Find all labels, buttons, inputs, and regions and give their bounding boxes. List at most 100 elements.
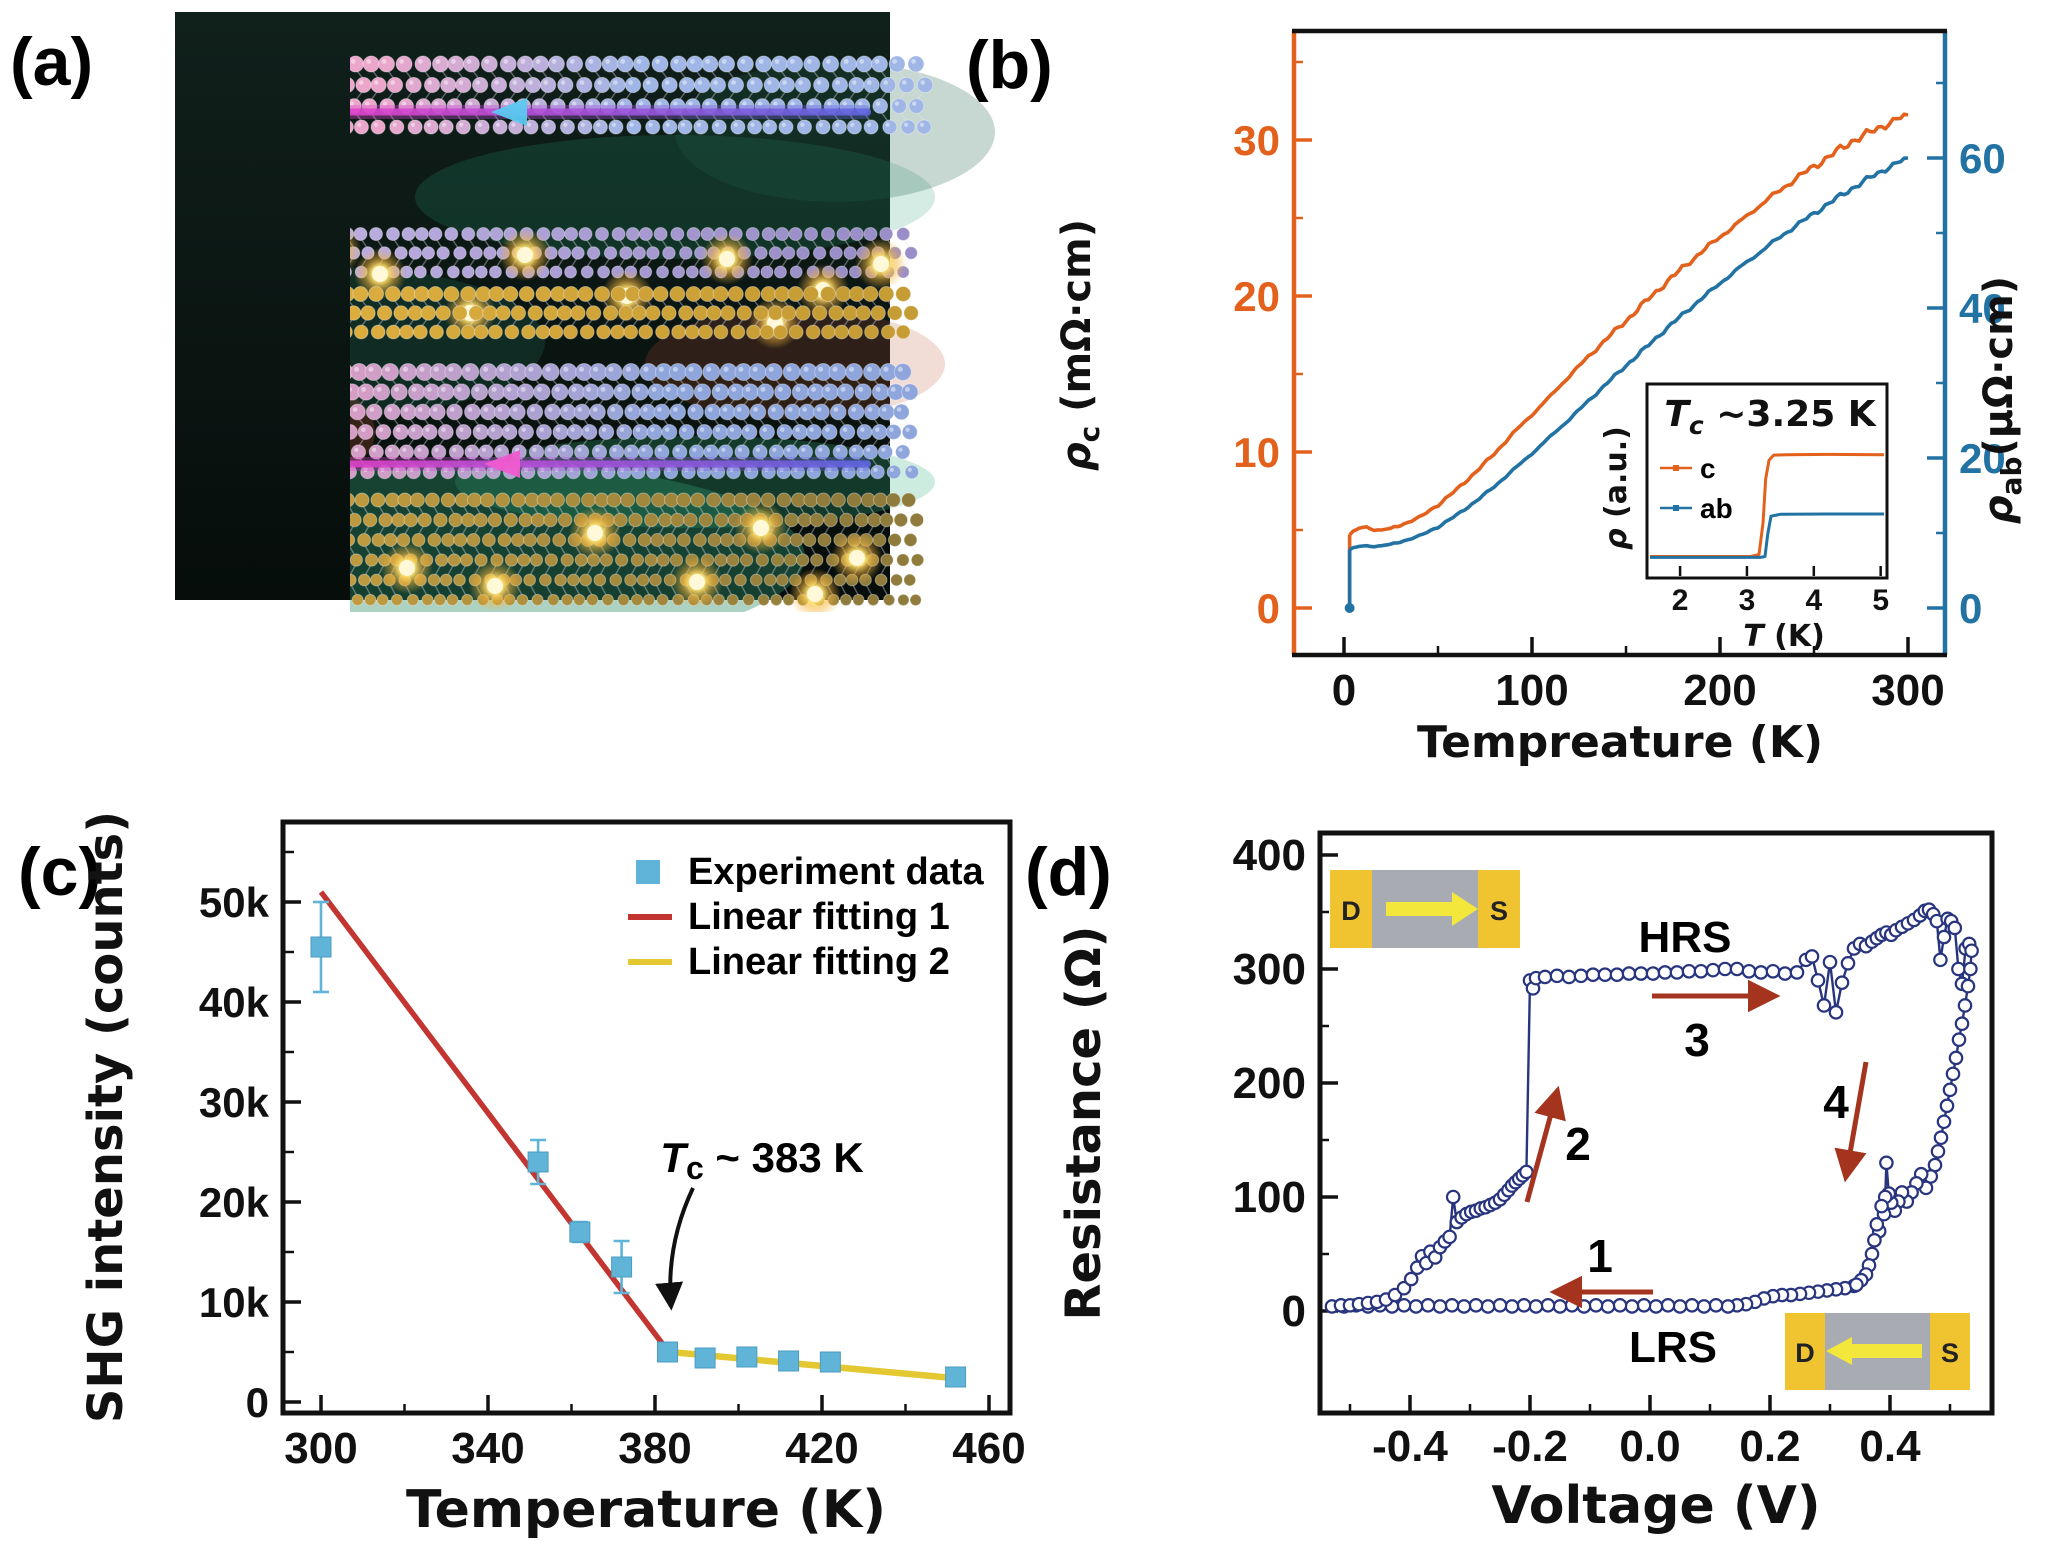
atom-highlight <box>729 427 735 432</box>
atom-sphere <box>593 76 611 94</box>
atom-highlight <box>601 427 607 432</box>
atom-sphere <box>518 512 533 528</box>
atom-sphere <box>446 403 463 421</box>
atom-sphere <box>541 363 560 381</box>
atom-sphere <box>536 492 552 508</box>
atom-highlight <box>673 407 678 412</box>
atom-highlight <box>584 427 590 432</box>
atom-highlight <box>620 101 625 106</box>
atom-sphere <box>531 55 549 73</box>
atom-sphere <box>350 403 366 421</box>
atom-sphere <box>389 119 405 135</box>
atom-highlight <box>521 427 527 432</box>
atom-sphere <box>390 383 408 401</box>
atom-sphere <box>745 227 760 241</box>
atom-highlight <box>467 447 473 452</box>
atom-sphere <box>430 265 444 279</box>
atom-highlight <box>520 386 526 392</box>
atom-sphere <box>403 512 419 528</box>
atom-highlight <box>682 80 687 85</box>
atom-sphere <box>565 492 581 508</box>
atom-sphere <box>642 593 656 607</box>
rho-c-curve <box>1348 112 1909 537</box>
atom-sphere <box>614 553 629 567</box>
hysteresis-data-point <box>1828 1005 1844 1020</box>
atom-sphere <box>350 553 363 567</box>
atom-highlight <box>635 386 641 392</box>
atom-sphere <box>714 553 728 567</box>
atom-highlight <box>768 366 774 372</box>
atom-highlight <box>465 366 471 372</box>
atom-sphere <box>460 286 477 302</box>
atom-highlight <box>765 122 770 127</box>
atom-highlight <box>628 80 633 85</box>
atom-sphere <box>469 246 483 260</box>
atom-sphere <box>357 383 375 401</box>
atom-sphere <box>626 119 642 135</box>
atom-sphere <box>427 533 442 547</box>
atom-highlight <box>512 407 518 412</box>
atom-sphere <box>423 76 441 94</box>
atom-sphere <box>407 383 426 401</box>
atom-sphere <box>775 227 790 241</box>
atom-highlight <box>859 59 865 64</box>
atom-sphere <box>603 246 618 260</box>
atom-sphere <box>357 573 371 587</box>
atom-sphere <box>893 363 912 381</box>
hysteresis-data-point <box>1879 1155 1894 1171</box>
atom-highlight <box>742 101 747 106</box>
atom-sphere <box>385 227 400 241</box>
atom-sphere <box>479 403 497 421</box>
atom-sphere <box>570 305 586 321</box>
atom-highlight <box>432 407 438 412</box>
atom-highlight <box>903 122 909 127</box>
atom-sphere <box>370 119 386 135</box>
atom-highlight <box>664 427 670 432</box>
atom-sphere <box>908 98 925 114</box>
atom-sphere <box>797 444 814 460</box>
atom-sphere <box>734 573 747 587</box>
atom-highlight <box>476 427 481 432</box>
hysteresis-data-point <box>1720 1299 1736 1314</box>
exciton-glow-mid-1-core <box>372 266 388 282</box>
hrs-state-label: HRS <box>1639 913 1732 962</box>
atom-sphere <box>711 383 729 401</box>
atom-highlight <box>441 427 446 432</box>
linear-fit-1-line <box>318 890 674 1358</box>
atom-highlight <box>396 427 401 432</box>
atom-highlight <box>806 59 812 64</box>
atom-sphere <box>692 533 707 547</box>
atom-highlight <box>532 447 537 452</box>
atom-sphere <box>159 56 175 72</box>
atom-highlight <box>619 427 625 432</box>
atom-highlight <box>475 80 481 85</box>
hysteresis-data-point <box>1936 1114 1952 1130</box>
atom-sphere <box>578 227 593 241</box>
hysteresis-data-point <box>1708 1298 1724 1313</box>
atom-sphere <box>427 286 444 302</box>
atom-sphere <box>883 593 896 607</box>
atom-sphere <box>421 246 436 260</box>
c-x-tick-label: 420 <box>785 1424 858 1473</box>
atom-sphere <box>354 492 370 508</box>
hysteresis-data-point <box>1645 966 1661 981</box>
atom-highlight <box>387 407 393 412</box>
atom-sphere <box>378 55 396 73</box>
atom-highlight <box>883 366 889 372</box>
atom-highlight <box>911 59 916 64</box>
atom-highlight <box>699 427 705 432</box>
atom-highlight <box>577 407 582 412</box>
c-x-tick-label: 380 <box>618 1424 691 1473</box>
atom-sphere <box>453 573 466 587</box>
atom-sphere <box>350 326 353 338</box>
atom-sphere <box>461 512 476 528</box>
atom-sphere <box>357 424 374 440</box>
panel-a-label: (a) <box>10 24 93 100</box>
d-x-tick-label: -0.2 <box>1492 1422 1568 1471</box>
atom-sphere <box>829 246 843 260</box>
atom-sphere <box>510 533 525 547</box>
atom-sphere <box>768 444 785 460</box>
atom-highlight <box>162 59 167 64</box>
atom-sphere <box>455 76 472 94</box>
atom-sphere <box>718 403 736 421</box>
